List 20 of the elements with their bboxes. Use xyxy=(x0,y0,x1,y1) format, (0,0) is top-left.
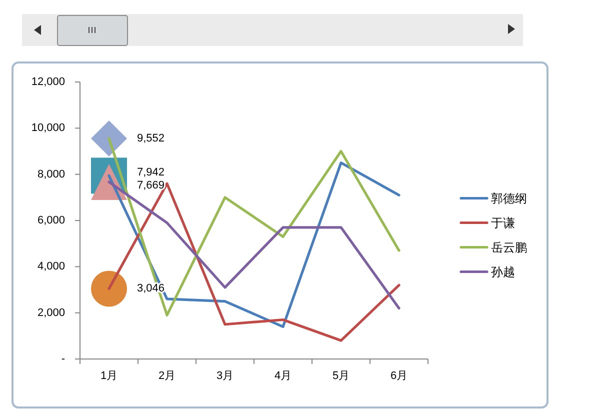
y-tick-label: 2,000 xyxy=(37,306,65,319)
x-tick-label: 6月 xyxy=(390,370,408,382)
y-tick-label: 8,000 xyxy=(37,168,65,180)
y-tick-label: 4,000 xyxy=(37,260,65,273)
data-label: 9,552 xyxy=(137,132,165,145)
x-tick-label: 3月 xyxy=(216,370,234,382)
y-tick-label: - xyxy=(61,353,66,365)
y-tick-label: 10,000 xyxy=(31,122,65,134)
y-tick-label: 6,000 xyxy=(37,214,65,226)
x-tick-label: 2月 xyxy=(158,370,176,382)
legend-label: 于谦 xyxy=(491,216,515,230)
y-tick-label: 12,000 xyxy=(31,76,65,88)
legend-label: 孙越 xyxy=(491,264,515,279)
x-tick-label: 1月 xyxy=(100,370,118,382)
x-tick-label: 5月 xyxy=(332,370,350,382)
data-label: 7,669 xyxy=(137,179,165,192)
legend-label: 郭德纲 xyxy=(491,191,527,206)
x-tick-label: 4月 xyxy=(274,370,292,382)
legend-label: 岳云鹏 xyxy=(491,240,527,254)
data-label: 7,942 xyxy=(137,166,165,178)
